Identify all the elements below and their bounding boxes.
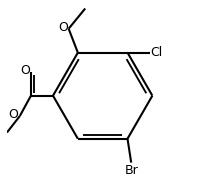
Text: O: O xyxy=(58,21,68,34)
Text: Br: Br xyxy=(124,164,138,177)
Text: O: O xyxy=(20,64,30,77)
Text: Cl: Cl xyxy=(150,46,163,59)
Text: O: O xyxy=(8,108,18,121)
